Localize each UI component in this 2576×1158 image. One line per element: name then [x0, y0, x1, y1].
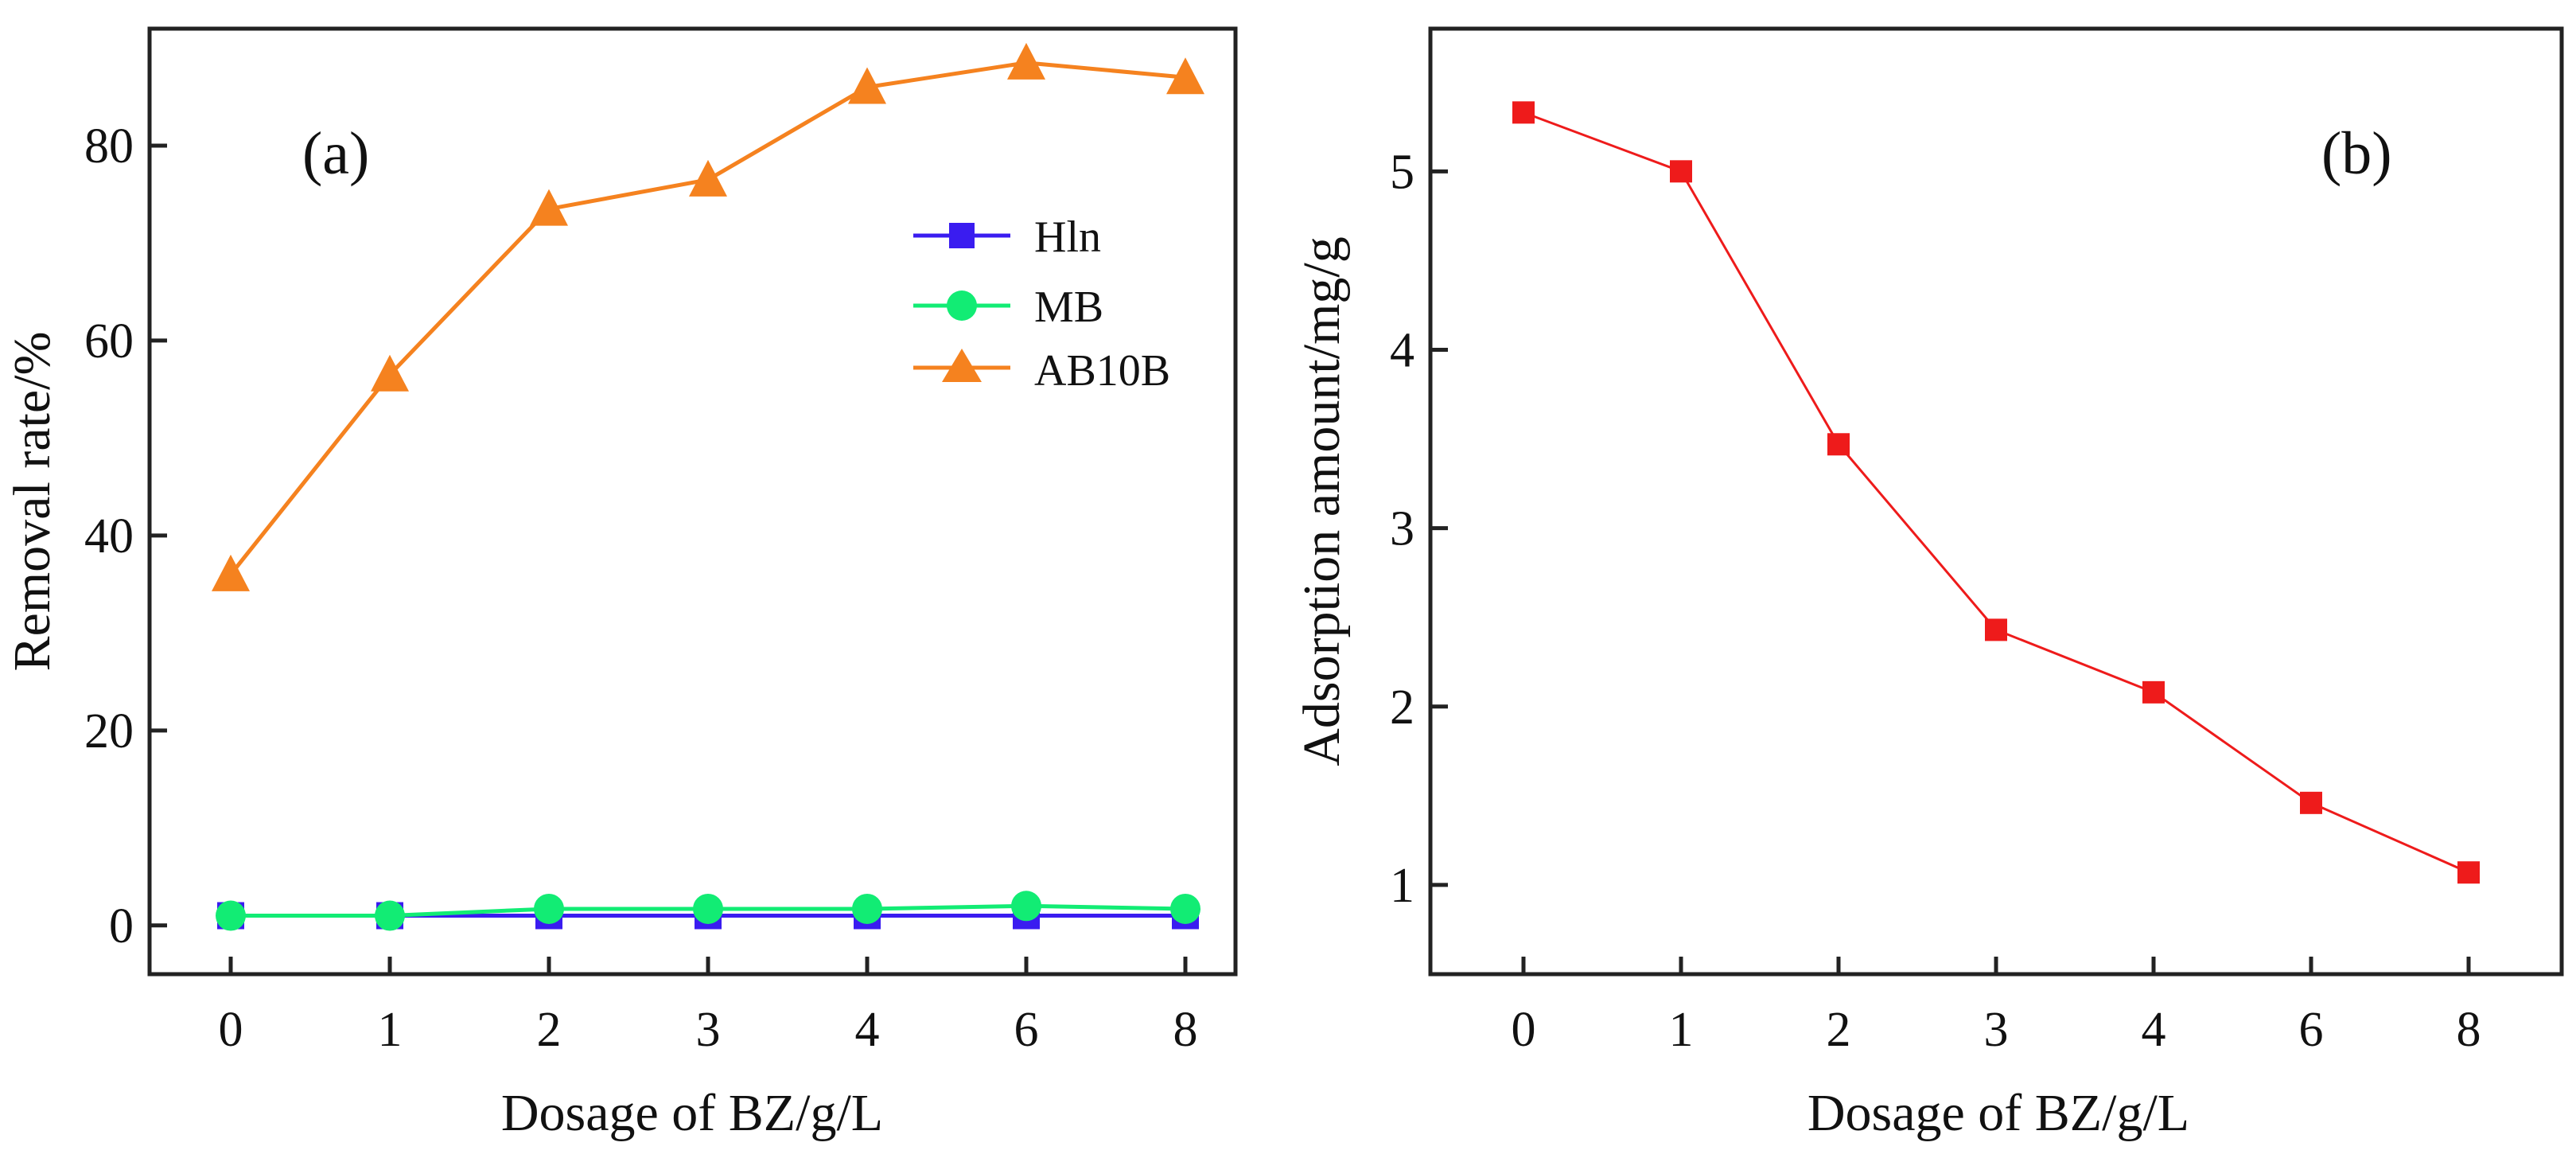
y-tick-label-a-20: 20 — [84, 704, 134, 758]
data-point-mb-0 — [216, 900, 246, 931]
data-point-mb-1 — [375, 900, 405, 931]
data-point-mb-2 — [534, 893, 564, 924]
x-tick-label-b-6: 6 — [2299, 1003, 2324, 1057]
legend-a: Hln MB AB10B — [913, 212, 1170, 396]
data-point-adsorption-amount-2 — [1827, 433, 1850, 456]
data-point-adsorption-amount-8 — [2457, 861, 2480, 884]
series-line-adsorption-amount — [1523, 111, 2469, 874]
legend-label-mb: MB — [1034, 283, 1103, 332]
data-point-ab10b-1 — [371, 354, 409, 392]
x-axis-title-b: Dosage of BZ/g/L — [1807, 1084, 2189, 1142]
data-point-adsorption-amount-6 — [2300, 791, 2322, 814]
legend-item-ab10b: AB10B — [913, 346, 1170, 396]
data-point-adsorption-amount-3 — [1985, 618, 2007, 641]
x-tick-label-a-2: 2 — [537, 1003, 562, 1057]
data-point-adsorption-amount-0 — [1512, 101, 1535, 124]
x-tick-label-a-1: 1 — [378, 1003, 403, 1057]
plot-frame-a — [147, 26, 1238, 977]
axis-ticks-a: 0 20 40 60 80 0 1 2 3 4 6 8 — [84, 119, 1198, 1057]
y-tick-label-a-0: 0 — [109, 899, 134, 953]
data-point-mb-4 — [852, 893, 882, 924]
data-point-ab10b-3 — [689, 159, 727, 197]
y-axis-title-a: Removal rate/% — [3, 331, 61, 671]
y-axis-title-b: Adsorption amount/mg/g — [1293, 236, 1351, 766]
x-tick-label-a-3: 3 — [696, 1003, 721, 1057]
data-point-mb-8 — [1170, 893, 1200, 924]
data-point-ab10b-8 — [1166, 57, 1204, 95]
data-point-adsorption-amount-1 — [1670, 160, 1692, 183]
x-tick-label-a-8: 8 — [1173, 1003, 1198, 1057]
y-tick-label-a-40: 40 — [84, 509, 134, 563]
x-tick-label-b-0: 0 — [1512, 1003, 1536, 1057]
x-tick-label-b-2: 2 — [1827, 1003, 1851, 1057]
chart-panel-a: 0 20 40 60 80 0 1 2 3 4 6 8 (a) Dosage of BZ/g/L Re… — [3, 26, 1238, 1142]
y-tick-label-b-2: 2 — [1390, 680, 1414, 735]
axis-ticks-b: 1 2 3 4 5 0 1 2 3 4 6 8 — [1390, 145, 2481, 1057]
x-tick-label-a-4: 4 — [855, 1003, 880, 1057]
series-group-b — [1512, 101, 2480, 884]
legend-item-hln: Hln — [913, 212, 1101, 262]
y-tick-label-b-5: 5 — [1390, 145, 1414, 199]
data-point-ab10b-4 — [848, 67, 886, 104]
x-tick-label-a-0: 0 — [219, 1003, 243, 1057]
x-tick-label-a-6: 6 — [1014, 1003, 1039, 1057]
panel-label-a: (a) — [302, 120, 369, 187]
data-point-adsorption-amount-4 — [2142, 680, 2165, 704]
y-tick-label-b-1: 1 — [1390, 859, 1414, 913]
chart-panel-b: 1 2 3 4 5 0 1 2 3 4 6 8 (b) Dosage of BZ/g/L Adsorp… — [1293, 26, 2564, 1142]
x-tick-label-b-1: 1 — [1669, 1003, 1694, 1057]
plot-frame-b — [1428, 26, 2564, 977]
y-tick-label-b-4: 4 — [1390, 323, 1414, 377]
data-point-ab10b-6 — [1007, 42, 1045, 80]
y-tick-label-b-3: 3 — [1390, 502, 1414, 556]
data-point-ab10b-2 — [530, 189, 568, 226]
series-group-a — [212, 42, 1204, 931]
y-tick-label-a-80: 80 — [84, 119, 134, 174]
x-tick-label-b-4: 4 — [2142, 1003, 2166, 1057]
legend-label-hln: Hln — [1034, 212, 1101, 262]
x-axis-title-a: Dosage of BZ/g/L — [501, 1084, 883, 1142]
legend-marker-hln — [949, 223, 975, 248]
legend-item-mb: MB — [913, 283, 1103, 332]
x-tick-label-b-8: 8 — [2457, 1003, 2481, 1057]
y-tick-label-a-60: 60 — [84, 314, 134, 368]
x-tick-label-b-3: 3 — [1984, 1003, 2009, 1057]
data-point-mb-3 — [693, 893, 723, 924]
legend-marker-ab10b — [942, 349, 982, 382]
legend-label-ab10b: AB10B — [1034, 346, 1170, 396]
data-point-ab10b-0 — [212, 554, 250, 591]
data-point-mb-6 — [1011, 891, 1041, 922]
panel-label-b: (b) — [2321, 120, 2392, 187]
legend-marker-mb — [947, 290, 977, 321]
